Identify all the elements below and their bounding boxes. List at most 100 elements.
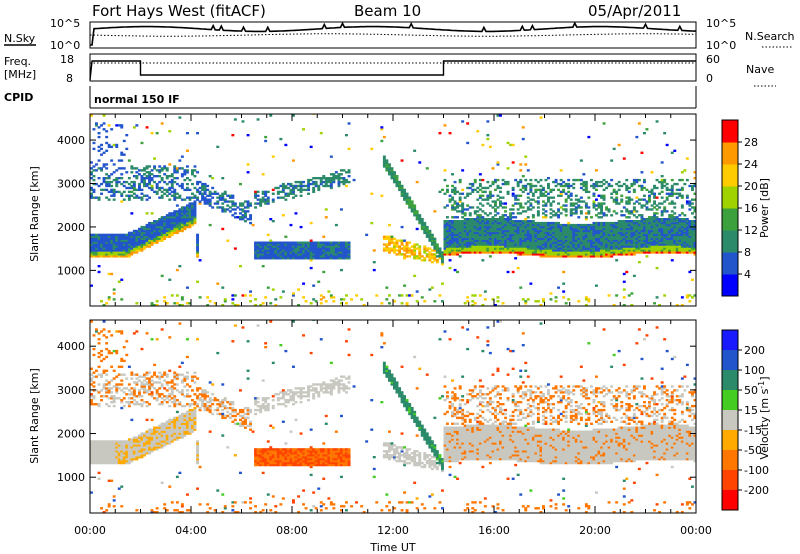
power-cell (516, 220, 520, 223)
power-cell (279, 196, 283, 199)
power-cell (625, 216, 629, 219)
power-cell (549, 204, 553, 207)
power-cell (90, 249, 93, 252)
power-cell (632, 206, 636, 209)
power-cell (622, 229, 626, 233)
power-cell (97, 241, 101, 244)
power-cell (488, 194, 492, 197)
power-cell (488, 190, 492, 194)
power-cell (622, 157, 626, 160)
power-cell (337, 251, 341, 254)
power-cell (186, 169, 189, 172)
power-cell (196, 241, 200, 244)
power-cell (458, 221, 462, 225)
power-cell (287, 251, 290, 254)
power-cell (130, 233, 134, 237)
power-cell (393, 180, 396, 184)
power-cell (276, 192, 280, 195)
power-cell (668, 225, 672, 229)
power-cell (516, 223, 520, 227)
power-cell (693, 235, 696, 238)
power-cell (658, 206, 662, 209)
power-cell (370, 221, 374, 225)
power-cell (524, 163, 528, 166)
power-cell (655, 120, 659, 123)
power-cell (509, 218, 513, 221)
power-cell (299, 247, 303, 250)
power-cell (150, 188, 154, 192)
power-cell (582, 184, 586, 188)
power-cell (408, 249, 412, 252)
power-cell (302, 184, 306, 188)
power-cell (466, 249, 470, 252)
power-cell (112, 239, 116, 242)
velocity-cell (90, 448, 93, 451)
power-cell (483, 231, 487, 235)
power-cell (127, 247, 131, 250)
power-cell (276, 196, 280, 199)
velocity-cell (112, 395, 116, 398)
power-cell (322, 257, 326, 260)
nsky-label: N.Sky (4, 32, 36, 45)
power-cell (685, 220, 689, 223)
power-cell (567, 255, 571, 258)
power-cell (539, 253, 543, 256)
power-cell (620, 253, 624, 256)
power-cell (120, 235, 124, 238)
power-cell (186, 225, 189, 229)
power-cell (536, 300, 540, 303)
power-cell (456, 247, 460, 250)
power-cell (112, 190, 116, 194)
power-cell (693, 216, 696, 219)
power-cell (471, 247, 475, 250)
power-cell (519, 227, 523, 231)
power-cell (478, 173, 482, 176)
power-cell (400, 253, 404, 256)
power-cell (549, 221, 553, 225)
velocity-cell (127, 450, 131, 453)
power-cell (143, 241, 146, 244)
power-cell (577, 227, 581, 231)
power-cell (577, 233, 581, 237)
power-cell (259, 253, 263, 256)
velocity-cell (110, 479, 114, 482)
power-cell (572, 223, 576, 227)
velocity-cell (105, 442, 109, 445)
power-cell (135, 235, 139, 238)
power-cell (337, 178, 341, 182)
velocity-cell (105, 387, 109, 390)
power-cell (203, 202, 207, 205)
power-cell (188, 302, 192, 305)
power-cell (549, 216, 553, 219)
power-cell (491, 221, 495, 225)
power-cell (130, 190, 134, 194)
power-cell (562, 188, 566, 192)
power-cell (122, 139, 126, 143)
power-cell (501, 221, 505, 225)
power-cell (312, 284, 316, 287)
power-cell (685, 239, 689, 242)
power-cell (180, 212, 184, 215)
velocity-cell (102, 334, 106, 337)
power-cell (329, 257, 333, 260)
power-cell (448, 223, 452, 227)
power-cell (579, 231, 583, 235)
velocity-cell (97, 342, 101, 345)
power-cell (524, 225, 528, 229)
power-cell (627, 294, 631, 297)
power-cell (127, 237, 131, 240)
power-cell (625, 233, 629, 237)
power-cell (587, 223, 591, 227)
power-cell (648, 218, 651, 221)
power-cell (201, 198, 205, 201)
velocity-cell (115, 330, 119, 333)
power-cell (216, 145, 220, 149)
power-cell (557, 251, 561, 254)
velocity-cell (100, 444, 104, 447)
power-cell (420, 227, 424, 231)
velocity-cell (107, 456, 111, 459)
power-cell (453, 268, 457, 272)
power-cell (105, 135, 109, 139)
power-cell (549, 243, 553, 246)
power-cell (562, 223, 566, 227)
